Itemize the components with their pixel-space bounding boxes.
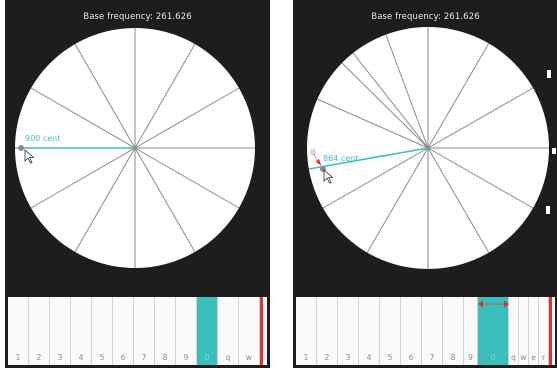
interval-lines xyxy=(30,28,255,268)
key-0-selected[interactable]: 0 xyxy=(197,297,218,365)
key-5[interactable]: 5 xyxy=(380,297,401,365)
key-4[interactable]: 4 xyxy=(71,297,92,365)
drag-handle-icon[interactable] xyxy=(309,148,317,156)
tuning-panel-right: Base frequency: 261.626 864 cen xyxy=(293,0,557,368)
keyboard: 1 2 3 4 5 6 7 8 9 0 q w e r xyxy=(296,297,555,365)
keyboard-end-marker xyxy=(260,297,263,365)
key-9[interactable]: 9 xyxy=(176,297,197,365)
key-5[interactable]: 5 xyxy=(92,297,113,365)
key-8[interactable]: 8 xyxy=(443,297,464,365)
key-3[interactable]: 3 xyxy=(338,297,359,365)
key-q[interactable]: q xyxy=(509,297,519,365)
key-r[interactable]: r xyxy=(539,297,549,365)
key-1[interactable]: 1 xyxy=(8,297,29,365)
tuning-dial[interactable]: 900 cent xyxy=(5,0,270,297)
base-frequency-label: Base frequency: 261.626 xyxy=(371,12,480,22)
key-6[interactable]: 6 xyxy=(113,297,134,365)
key-7[interactable]: 7 xyxy=(134,297,155,365)
key-w[interactable]: w xyxy=(239,297,260,365)
drag-arrow-icon xyxy=(316,159,322,166)
key-q[interactable]: q xyxy=(218,297,239,365)
horizontal-resize-arrow-icon xyxy=(478,300,509,308)
key-9[interactable]: 9 xyxy=(464,297,478,365)
key-7[interactable]: 7 xyxy=(422,297,443,365)
keyboard-end-marker xyxy=(549,297,552,365)
interval-lines xyxy=(316,27,549,269)
key-2[interactable]: 2 xyxy=(317,297,338,365)
cent-label: 864 cent xyxy=(323,154,358,163)
active-interval-line xyxy=(308,147,429,170)
key-3[interactable]: 3 xyxy=(50,297,71,365)
key-6[interactable]: 6 xyxy=(401,297,422,365)
tuning-dial[interactable]: 864 cent xyxy=(293,0,557,297)
key-8[interactable]: 8 xyxy=(155,297,176,365)
key-1[interactable]: 1 xyxy=(296,297,317,365)
key-4[interactable]: 4 xyxy=(359,297,380,365)
mouse-pointer-icon xyxy=(323,169,334,184)
cent-label: 900 cent xyxy=(25,134,60,143)
drag-handle-icon[interactable] xyxy=(18,145,24,151)
base-frequency-label: Base frequency: 261.626 xyxy=(83,12,192,22)
tuning-panel-left: Base frequency: 261.626 900 cent 1 2 3 4… xyxy=(5,0,270,368)
key-2[interactable]: 2 xyxy=(29,297,50,365)
keyboard: 1 2 3 4 5 6 7 8 9 0 q w xyxy=(8,297,267,365)
key-0-selected[interactable]: 0 xyxy=(478,297,509,365)
key-e[interactable]: e xyxy=(529,297,539,365)
mouse-pointer-icon xyxy=(24,149,35,164)
key-w[interactable]: w xyxy=(519,297,529,365)
rim-notches xyxy=(546,70,556,214)
